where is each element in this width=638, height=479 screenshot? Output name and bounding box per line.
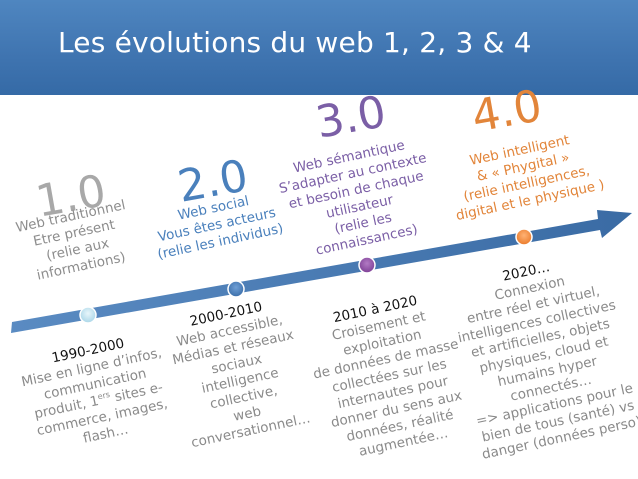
timeline-marker-4 [515, 228, 533, 246]
page-title: Les évolutions du web 1, 2, 3 & 4 [58, 26, 532, 59]
version-4-label: 4.0 [468, 80, 546, 143]
timeline-marker-2 [227, 280, 245, 298]
timeline-marker-1 [79, 306, 97, 324]
timeline-marker-3 [358, 256, 376, 274]
version-3-label: 3.0 [312, 86, 390, 149]
title-banner: Les évolutions du web 1, 2, 3 & 4 [0, 0, 638, 95]
timeline-arrow-body [11, 210, 632, 333]
